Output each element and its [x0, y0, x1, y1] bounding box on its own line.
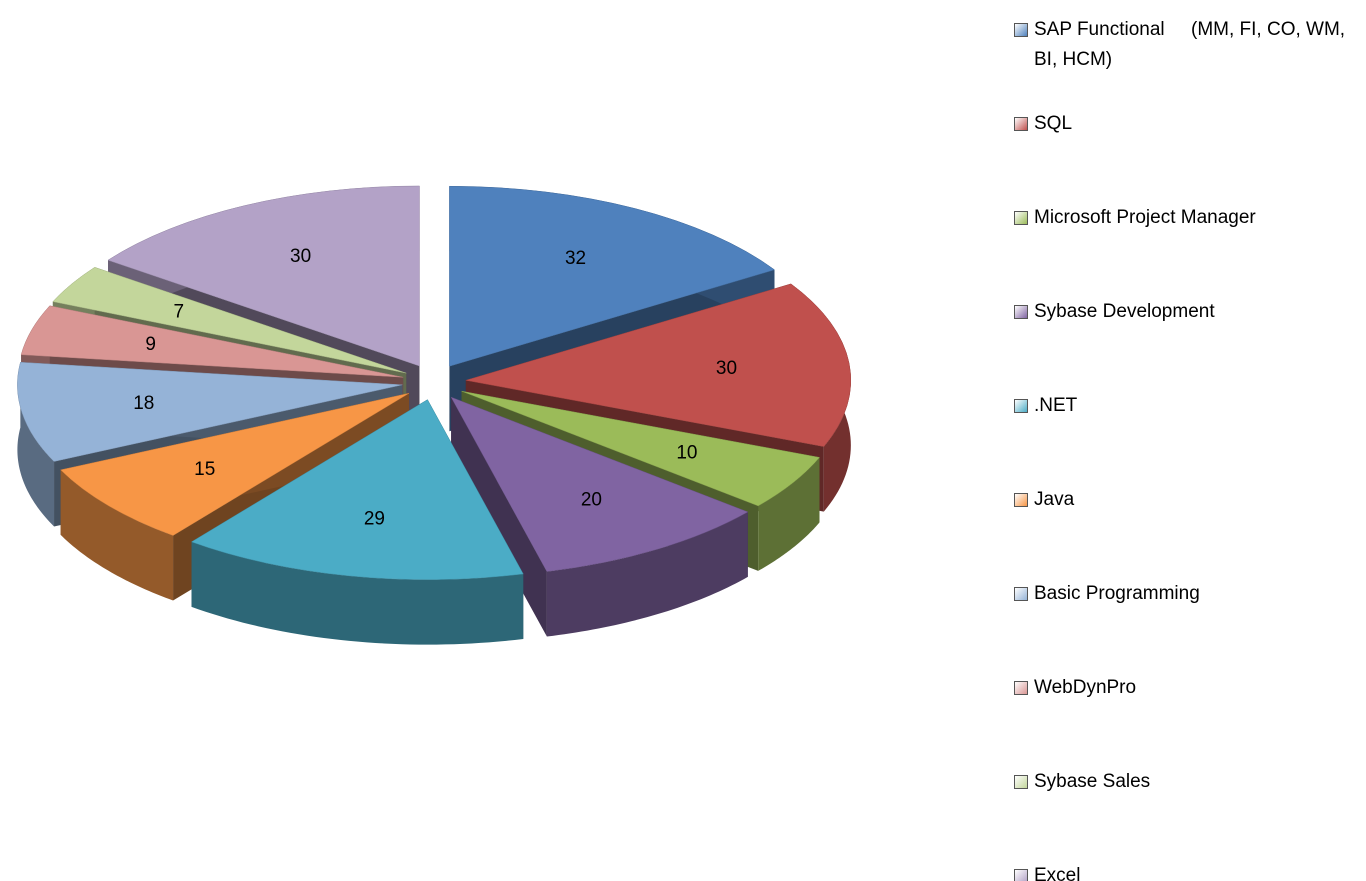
legend-entry: WebDynPro: [1014, 673, 1364, 703]
legend-label: Sybase Sales: [1034, 767, 1354, 797]
legend-label: Excel: [1034, 861, 1354, 881]
legend-entry: Java: [1014, 485, 1364, 515]
legend-swatch: [1014, 587, 1028, 601]
legend-entry: .NET: [1014, 391, 1364, 421]
data-label: 32: [565, 248, 586, 269]
pie-chart: 30 32 79 30 18 10 15 20 29: [0, 0, 1000, 881]
data-label: 29: [364, 508, 385, 529]
data-label: 30: [290, 246, 311, 267]
legend-label: .NET: [1034, 391, 1354, 421]
legend-entry: Microsoft Project Manager: [1014, 203, 1364, 233]
legend-label: Sybase Development: [1034, 297, 1354, 327]
legend-label: SQL: [1034, 109, 1354, 139]
legend-swatch: [1014, 23, 1028, 37]
data-label: 7: [174, 301, 185, 322]
legend-swatch: [1014, 681, 1028, 695]
legend-swatch: [1014, 775, 1028, 789]
data-label: 30: [716, 358, 737, 379]
legend-entry: Sybase Development: [1014, 297, 1364, 327]
data-label: 9: [145, 334, 156, 355]
legend-swatch: [1014, 869, 1028, 881]
legend-entry: Excel: [1014, 861, 1364, 881]
data-label: 15: [194, 459, 215, 480]
data-label: 18: [133, 393, 154, 414]
page: 30 32 79 30 18 10 15 20 29 SAP Functional (MM, F…: [0, 0, 1366, 881]
legend-swatch: [1014, 117, 1028, 131]
legend-entry: Basic Programming: [1014, 579, 1364, 609]
legend-swatch: [1014, 305, 1028, 319]
legend-label: Basic Programming: [1034, 579, 1354, 609]
data-label: 10: [676, 442, 697, 463]
legend-swatch: [1014, 399, 1028, 413]
legend-entry: SAP Functional (MM, FI, CO, WM, BI, HCM): [1014, 15, 1364, 75]
legend-label: WebDynPro: [1034, 673, 1354, 703]
legend-entry: Sybase Sales: [1014, 767, 1364, 797]
data-label: 20: [581, 490, 602, 511]
legend-swatch: [1014, 211, 1028, 225]
legend-swatch: [1014, 493, 1028, 507]
legend-label: SAP Functional (MM, FI, CO, WM, BI, HCM): [1034, 15, 1354, 75]
legend-label: Java: [1034, 485, 1354, 515]
legend-label: Microsoft Project Manager: [1034, 203, 1354, 233]
legend-entry: SQL: [1014, 109, 1364, 139]
